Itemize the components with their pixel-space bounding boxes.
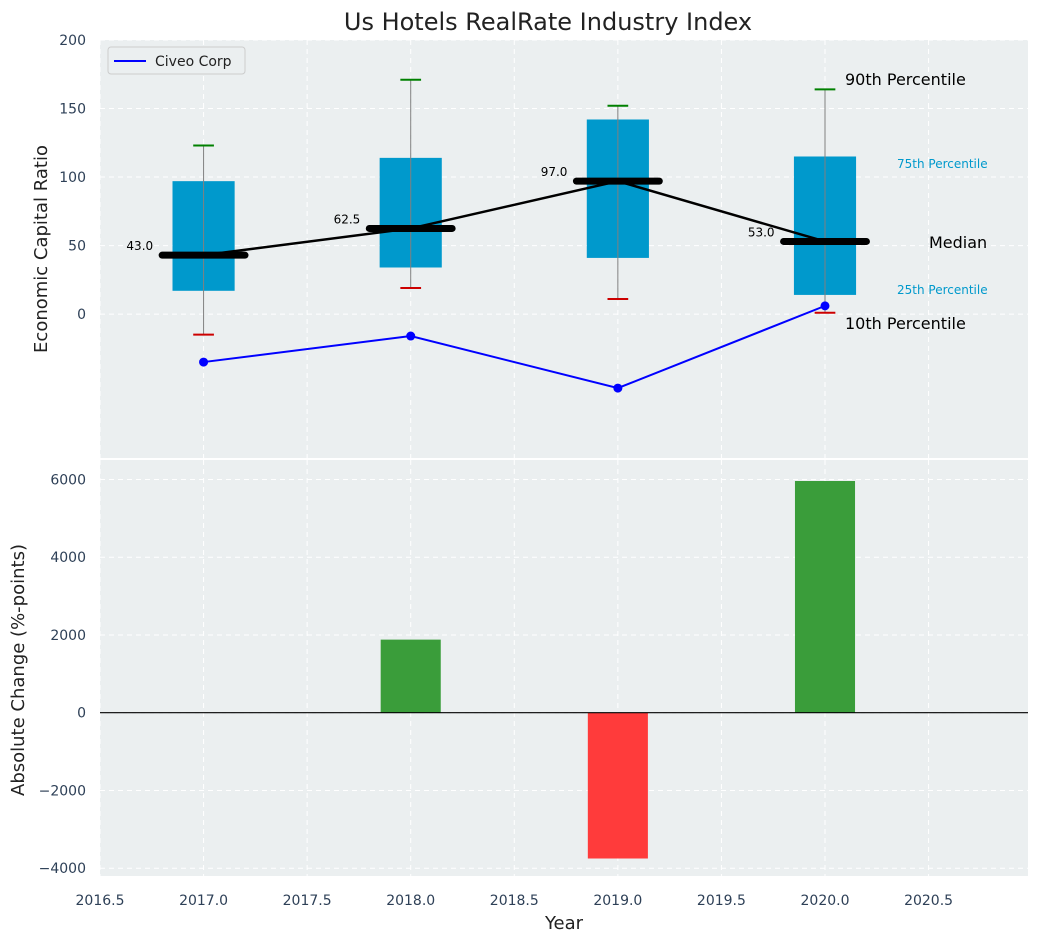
x-tick-label: 2017.5: [283, 893, 332, 909]
top-y-tick-label: 100: [59, 170, 86, 186]
top-plot-area: [100, 40, 1028, 458]
bottom-y-tick-label: 0: [77, 706, 86, 722]
legend: Civeo Corp: [107, 46, 246, 75]
top-y-tick-label: 0: [77, 307, 86, 323]
median-value-label: 97.0: [541, 165, 568, 179]
top-y-tick-label: 150: [59, 102, 86, 118]
x-axis-title: Year: [544, 913, 584, 934]
median-value-label: 62.5: [334, 212, 361, 226]
top-y-ticks: 0 50 100 150 200: [59, 33, 86, 323]
bottom-y-tick-label: −4000: [39, 861, 86, 877]
x-tick-label: 2020.0: [801, 893, 850, 909]
annotation-25th: 25th Percentile: [897, 283, 988, 297]
bar-positive: [794, 480, 856, 713]
median-value-label: 53.0: [748, 225, 775, 239]
annotation-90th: 90th Percentile: [845, 70, 966, 89]
median-trend-line: [203, 179, 826, 257]
bottom-y-axis-title: Absolute Change (%-points): [8, 544, 29, 796]
median-value-label: 43.0: [126, 239, 153, 253]
top-y-axis-title: Economic Capital Ratio: [31, 145, 52, 353]
top-y-tick-label: 200: [59, 33, 86, 49]
series-point-civeo: [406, 331, 416, 341]
bar-chart-marks: [100, 480, 1028, 859]
bottom-axis-ticks: 2016.5 2017.0 2017.5 2018.0 2018.5 2019.0 2019…: [39, 472, 953, 909]
series-line-civeo: [203, 304, 826, 390]
bar-positive: [380, 639, 441, 713]
legend-box: [107, 46, 246, 75]
series-point-civeo: [199, 357, 209, 367]
bottom-plot-area: [100, 460, 1028, 876]
annotation-median: Median: [929, 233, 987, 252]
annotation-10th: 10th Percentile: [845, 314, 966, 333]
box-plot-marks: 43.0 62.5 97.0 53.0: [126, 78, 870, 393]
x-tick-label: 2018.0: [386, 893, 435, 909]
chart-title: Us Hotels RealRate Industry Index: [344, 8, 752, 36]
x-tick-label: 2019.0: [593, 893, 642, 909]
series-point-civeo: [613, 383, 623, 393]
bottom-y-tick-label: 4000: [50, 550, 86, 566]
top-y-tick-label: 50: [68, 239, 86, 255]
x-tick-label: 2019.5: [697, 893, 746, 909]
series-point-civeo: [820, 301, 830, 311]
x-tick-label: 2020.5: [904, 893, 953, 909]
x-tick-label: 2018.5: [490, 893, 539, 909]
x-tick-label: 2017.0: [179, 893, 228, 909]
x-tick-label: 2016.5: [76, 893, 125, 909]
bottom-y-tick-label: 6000: [50, 472, 86, 488]
annotation-75th: 75th Percentile: [897, 157, 988, 171]
bottom-y-tick-label: −2000: [39, 783, 86, 799]
bottom-y-tick-label: 2000: [50, 628, 86, 644]
bar-negative: [587, 712, 648, 859]
legend-label-civeo: Civeo Corp: [155, 54, 232, 70]
